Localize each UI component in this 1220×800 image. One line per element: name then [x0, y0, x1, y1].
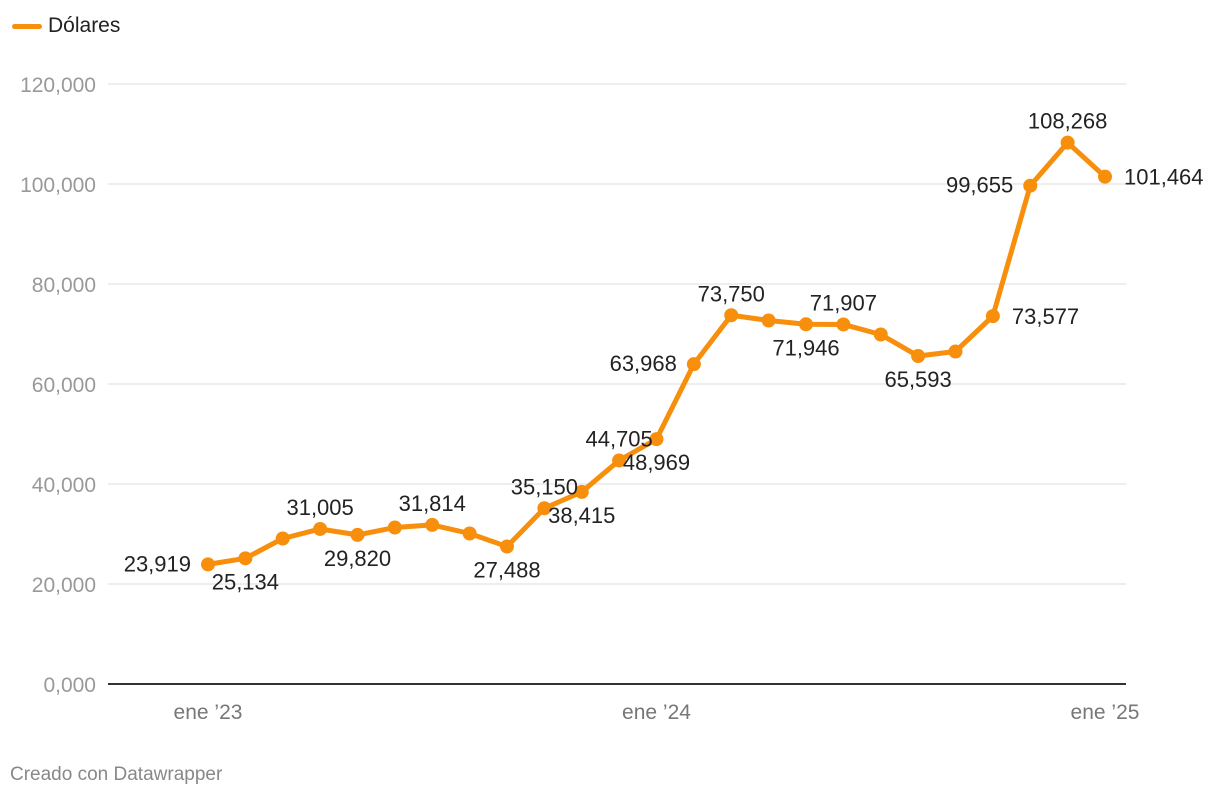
gridlines [108, 83, 1126, 685]
data-label: 25,134 [212, 569, 279, 594]
data-point [836, 317, 851, 332]
data-point [275, 531, 290, 546]
x-tick-label: ene ’25 [1071, 701, 1140, 724]
y-tick-label: 0,000 [43, 674, 96, 697]
data-label: 27,488 [473, 558, 540, 583]
data-point [574, 484, 589, 499]
data-point [350, 527, 365, 542]
data-point [612, 453, 627, 468]
data-point [985, 309, 1000, 324]
data-point [1060, 135, 1075, 150]
legend-label: Dólares [48, 14, 121, 37]
data-label: 71,907 [810, 290, 877, 315]
data-point [911, 349, 926, 364]
data-label: 108,268 [1028, 109, 1108, 134]
data-point [537, 501, 552, 516]
data-label: 44,705 [585, 426, 652, 451]
data-point [761, 313, 776, 328]
y-tick-label: 60,000 [32, 374, 96, 397]
data-label: 35,150 [511, 474, 578, 499]
data-point [948, 344, 963, 359]
legend-swatch [12, 23, 42, 29]
data-point [313, 521, 328, 536]
data-points [201, 135, 1112, 572]
data-labels: 23,919 25,134 31,005 29,820 31,814 27,488 35,1… [124, 109, 1204, 595]
data-label: 23,919 [124, 551, 191, 576]
data-point [724, 308, 739, 323]
data-point [462, 526, 477, 541]
data-label: 31,005 [286, 495, 353, 520]
data-point [1023, 178, 1038, 193]
data-label: 71,946 [772, 335, 839, 360]
data-label: 73,750 [698, 281, 765, 306]
data-label: 31,814 [399, 491, 466, 516]
y-tick-label: 20,000 [32, 574, 96, 597]
data-label: 48,969 [623, 450, 690, 475]
data-label: 38,415 [548, 503, 615, 528]
x-axis-ticks: ene ’23 ene ’24 ene ’25 [174, 701, 1140, 724]
data-point [500, 539, 514, 554]
data-point [873, 327, 888, 342]
data-label: 99,655 [946, 173, 1013, 198]
data-point [201, 557, 215, 572]
y-tick-label: 40,000 [32, 474, 96, 497]
data-point [799, 317, 813, 332]
data-point [238, 551, 253, 566]
data-point [387, 520, 402, 535]
data-label: 73,577 [1012, 304, 1079, 329]
data-point [425, 517, 440, 532]
data-label: 63,968 [610, 351, 677, 376]
y-tick-label: 100,000 [20, 174, 96, 197]
x-tick-label: ene ’23 [174, 701, 243, 724]
data-point [649, 432, 664, 447]
data-label: 101,464 [1124, 165, 1204, 190]
data-label: 29,820 [324, 546, 391, 571]
data-point [1098, 169, 1112, 184]
y-tick-label: 120,000 [20, 74, 96, 97]
y-axis-ticks: 0,000 20,000 40,000 60,000 80,000 100,000 120,… [20, 74, 96, 697]
x-tick-label: ene ’24 [622, 701, 691, 724]
y-tick-label: 80,000 [32, 274, 96, 297]
data-label: 65,593 [884, 367, 951, 392]
data-point [686, 357, 701, 372]
footer-credit: Creado con Datawrapper [10, 764, 223, 785]
legend: Dólares [12, 14, 120, 38]
